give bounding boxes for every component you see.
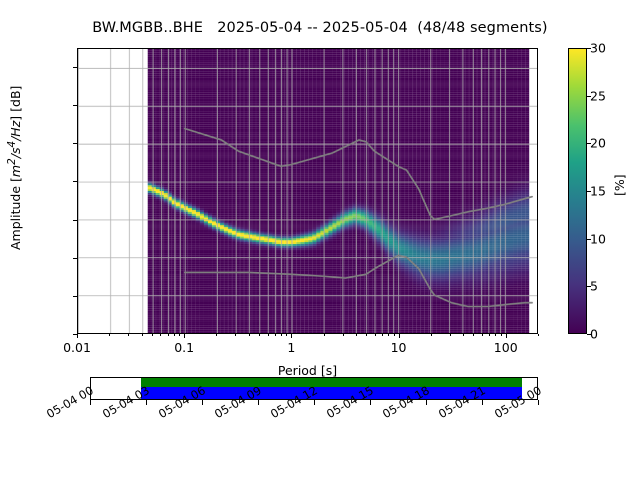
- x-minor-tick: [141, 334, 143, 336]
- x-minor-tick: [235, 334, 237, 336]
- x-minor-tick: [449, 334, 451, 336]
- y-tick-mark: [73, 334, 77, 335]
- x-minor-tick: [489, 334, 491, 336]
- colorbar-tick-label: 5: [590, 278, 598, 294]
- x-minor-tick: [167, 334, 169, 336]
- colorbar-tick-label: 0: [590, 326, 598, 342]
- x-minor-tick: [342, 334, 344, 336]
- x-minor-tick: [393, 334, 395, 336]
- x-tick-label: 100: [493, 340, 518, 355]
- colorbar-tick-mark: [587, 143, 591, 145]
- y-tick-mark: [73, 295, 77, 297]
- x-tick-mark: [505, 334, 507, 338]
- x-tick-label: 10: [390, 340, 407, 355]
- x-minor-tick: [128, 334, 130, 336]
- x-minor-tick: [109, 334, 111, 336]
- x-tick-mark: [398, 334, 400, 338]
- x-tick-label: 1: [287, 340, 296, 355]
- ppsd-histogram-canvas: [78, 49, 537, 333]
- x-axis-label: Period [s]: [277, 363, 338, 378]
- coverage-bar-blue: [140, 387, 523, 399]
- colorbar-tick-label: 25: [590, 88, 606, 104]
- ppsd-axes: [77, 48, 538, 334]
- colorbar-tick-label: 30: [590, 40, 606, 56]
- colorbar: [568, 48, 587, 334]
- x-minor-tick: [495, 334, 497, 336]
- x-minor-tick: [216, 334, 218, 336]
- timeline-tick-mark: [202, 400, 203, 405]
- y-tick-mark: [73, 219, 77, 221]
- y-tick-mark: [73, 67, 77, 69]
- coverage-timeline: [90, 377, 538, 400]
- timeline-tick-mark: [538, 400, 539, 405]
- timeline-tick-mark: [482, 400, 483, 405]
- colorbar-label: [%]: [612, 174, 627, 196]
- timeline-tick-mark: [370, 400, 371, 405]
- y-tick-mark: [73, 181, 77, 183]
- x-minor-tick: [160, 334, 162, 336]
- x-minor-tick: [430, 334, 432, 336]
- x-tick-label: 0.01: [63, 340, 91, 355]
- x-tick-mark: [184, 334, 186, 338]
- x-minor-tick: [248, 334, 250, 336]
- x-minor-tick: [388, 334, 390, 336]
- timeline-tick-mark: [146, 400, 147, 405]
- x-minor-tick: [179, 334, 181, 336]
- x-minor-tick: [274, 334, 276, 336]
- timeline-tick-mark: [314, 400, 315, 405]
- colorbar-tick-mark: [587, 48, 591, 49]
- x-minor-tick: [381, 334, 383, 336]
- colorbar-tick-label: 10: [590, 231, 606, 247]
- timeline-tick-mark: [426, 400, 427, 405]
- x-minor-tick: [323, 334, 325, 336]
- x-minor-tick: [374, 334, 376, 336]
- coverage-bar-green: [140, 378, 523, 388]
- x-minor-tick: [481, 334, 483, 336]
- colorbar-tick-mark: [587, 191, 591, 192]
- x-tick-mark: [291, 334, 293, 338]
- x-minor-tick: [463, 334, 465, 336]
- page-title: BW.MGBB..BHE 2025-05-04 -- 2025-05-04 (4…: [92, 20, 548, 36]
- colorbar-tick-label: 20: [590, 135, 606, 151]
- x-minor-tick: [151, 334, 153, 336]
- x-minor-tick: [473, 334, 475, 336]
- x-minor-tick: [355, 334, 357, 336]
- y-tick-mark: [73, 257, 77, 259]
- timeline-tick-mark: [258, 400, 259, 405]
- x-minor-tick: [366, 334, 368, 336]
- x-tick-label: 0.1: [174, 340, 195, 355]
- colorbar-tick-mark: [587, 334, 591, 335]
- x-minor-tick: [259, 334, 261, 336]
- timeline-tick-label: 05-04 00: [44, 383, 96, 422]
- x-minor-tick: [173, 334, 175, 336]
- colorbar-tick-mark: [587, 286, 591, 288]
- x-minor-tick: [500, 334, 502, 336]
- y-tick-mark: [73, 105, 77, 107]
- x-minor-tick: [538, 334, 539, 336]
- colorbar-tick-mark: [587, 238, 591, 240]
- colorbar-tick-mark: [587, 95, 591, 97]
- colorbar-tick-label: 15: [590, 183, 606, 199]
- y-axis-label: Amplitude [m2/s4/Hz] [dB]: [6, 85, 24, 250]
- x-minor-tick: [267, 334, 269, 336]
- x-minor-tick: [280, 334, 282, 336]
- timeline-tick-mark: [90, 400, 91, 405]
- x-tick-mark: [77, 334, 78, 338]
- x-minor-tick: [286, 334, 288, 336]
- y-tick-mark: [73, 143, 77, 145]
